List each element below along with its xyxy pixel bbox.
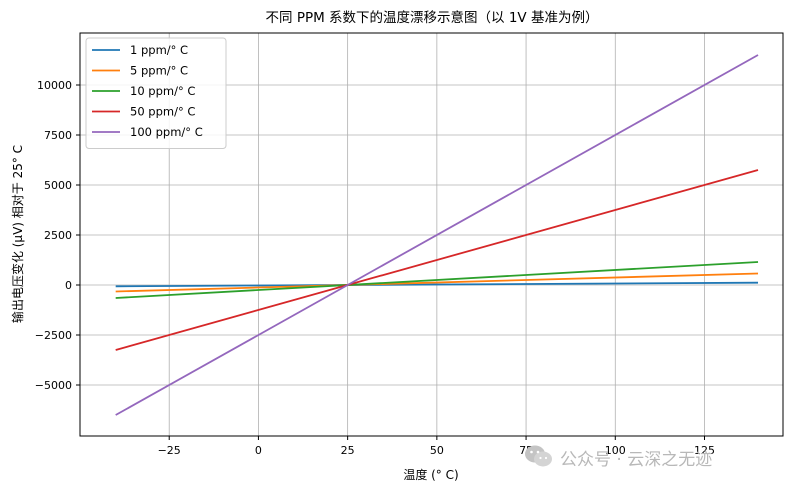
x-axis-ticks: −250255075100125 — [158, 436, 715, 457]
chart-title: 不同 PPM 系数下的温度漂移示意图（以 1V 基准为例） — [266, 9, 599, 26]
x-tick-label: 0 — [255, 444, 262, 457]
x-tick-label: −25 — [158, 444, 181, 457]
y-tick-label: 7500 — [44, 129, 72, 142]
y-tick-label: 10000 — [37, 79, 72, 92]
watermark-text: 公众号 · 云深之无迹 — [560, 449, 713, 470]
legend-label: 100 ppm/° C — [130, 125, 203, 139]
series-lines — [115, 54, 759, 416]
legend-label: 5 ppm/° C — [130, 64, 188, 78]
x-tick-label: 125 — [694, 444, 715, 457]
series-line — [115, 54, 759, 416]
x-tick-label: 50 — [430, 444, 444, 457]
series-line — [115, 281, 759, 288]
y-tick-label: −5000 — [35, 379, 72, 392]
y-tick-label: 5000 — [44, 179, 72, 192]
series-line — [115, 272, 759, 293]
series-line — [115, 261, 759, 299]
y-tick-label: −2500 — [35, 329, 72, 342]
wechat-icon — [525, 445, 552, 467]
legend-label: 10 ppm/° C — [130, 84, 195, 98]
legend: 1 ppm/° C 5 ppm/° C 10 ppm/° C 50 ppm/° C 10… — [85, 37, 227, 149]
x-tick-label: 100 — [605, 444, 626, 457]
y-tick-label: 2500 — [44, 229, 72, 242]
x-tick-label: 25 — [341, 444, 355, 457]
legend-label: 1 ppm/° C — [130, 43, 188, 57]
x-axis-label: 温度 (° C) — [403, 467, 458, 482]
y-tick-label: 0 — [65, 279, 72, 292]
legend-label: 50 ppm/° C — [130, 105, 195, 119]
grid — [80, 33, 783, 436]
y-axis-label: 输出电压变化 (μV) 相对于 25° C — [10, 145, 25, 323]
series-line — [115, 169, 759, 351]
legend-box — [85, 37, 227, 149]
y-axis-ticks: −5000 −2500 0 2500 5000 7500 10000 — [35, 79, 80, 392]
watermark: 公众号 · 云深之无迹 — [524, 444, 712, 470]
